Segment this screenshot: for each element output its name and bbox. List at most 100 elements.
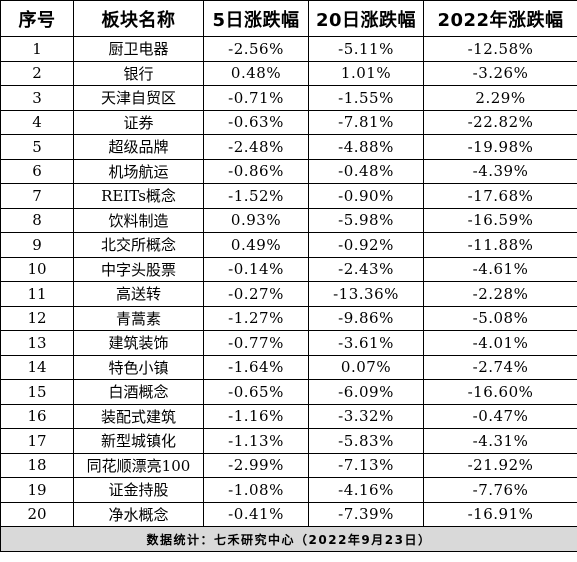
sector-name-cell: 特色小镇 — [73, 354, 204, 380]
sector-name-cell: 厨卫电器 — [73, 36, 204, 62]
change-5day-cell: -0.14% — [203, 256, 309, 282]
rank-cell: 19 — [0, 477, 74, 503]
rank-cell: 8 — [0, 207, 74, 233]
rank-cell: 17 — [0, 428, 74, 454]
rank-cell: 11 — [0, 281, 74, 307]
sector-name-cell: 高送转 — [73, 281, 204, 307]
change-2022-cell: -3.26% — [423, 60, 577, 86]
change-2022-cell: -21.92% — [423, 452, 577, 478]
change-20day-cell: -3.61% — [308, 330, 424, 356]
change-2022-cell: -0.47% — [423, 403, 577, 429]
change-20day-cell: -5.98% — [308, 207, 424, 233]
sector-name-cell: 超级品牌 — [73, 134, 204, 160]
table-row: 20 净水概念 -0.41% -7.39% -16.91% — [0, 501, 577, 527]
change-20day-cell: -3.32% — [308, 403, 424, 429]
table-row: 12 青蒿素 -1.27% -9.86% -5.08% — [0, 305, 577, 331]
change-2022-cell: -17.68% — [423, 183, 577, 209]
change-20day-cell: -2.43% — [308, 256, 424, 282]
table-row: 9 北交所概念 0.49% -0.92% -11.88% — [0, 232, 577, 258]
table-row: 5 超级品牌 -2.48% -4.88% -19.98% — [0, 134, 577, 160]
sector-name-cell: 净水概念 — [73, 501, 204, 527]
data-source-note: 数据统计：七禾研究中心（2022年9月23日） — [0, 526, 577, 552]
rank-cell: 9 — [0, 232, 74, 258]
sector-name-cell: 银行 — [73, 60, 204, 86]
header-sector-name: 板块名称 — [73, 0, 204, 37]
change-2022-cell: -16.91% — [423, 501, 577, 527]
sector-name-cell: 证金持股 — [73, 477, 204, 503]
table-row: 19 证金持股 -1.08% -4.16% -7.76% — [0, 477, 577, 503]
change-20day-cell: -4.16% — [308, 477, 424, 503]
table-row: 2 银行 0.48% 1.01% -3.26% — [0, 60, 577, 86]
sector-name-cell: 北交所概念 — [73, 232, 204, 258]
header-2022-change: 2022年涨跌幅 — [423, 0, 577, 37]
rank-cell: 20 — [0, 501, 74, 527]
table-row: 14 特色小镇 -1.64% 0.07% -2.74% — [0, 354, 577, 380]
header-rank: 序号 — [0, 0, 74, 37]
change-5day-cell: -0.71% — [203, 85, 309, 111]
rank-cell: 7 — [0, 183, 74, 209]
rank-cell: 14 — [0, 354, 74, 380]
change-5day-cell: 0.48% — [203, 60, 309, 86]
table-row: 10 中字头股票 -0.14% -2.43% -4.61% — [0, 256, 577, 282]
table-row: 13 建筑装饰 -0.77% -3.61% -4.01% — [0, 330, 577, 356]
change-5day-cell: -2.48% — [203, 134, 309, 160]
change-5day-cell: -0.27% — [203, 281, 309, 307]
rank-cell: 3 — [0, 85, 74, 111]
change-2022-cell: -22.82% — [423, 109, 577, 135]
footer-row: 数据统计：七禾研究中心（2022年9月23日） — [0, 526, 577, 552]
table-row: 3 天津自贸区 -0.71% -1.55% 2.29% — [0, 85, 577, 111]
sector-name-cell: 同花顺漂亮100 — [73, 452, 204, 478]
change-20day-cell: -9.86% — [308, 305, 424, 331]
change-2022-cell: -2.28% — [423, 281, 577, 307]
table-row: 11 高送转 -0.27% -13.36% -2.28% — [0, 281, 577, 307]
change-20day-cell: -6.09% — [308, 379, 424, 405]
rank-cell: 6 — [0, 158, 74, 184]
change-20day-cell: 1.01% — [308, 60, 424, 86]
change-5day-cell: -0.63% — [203, 109, 309, 135]
change-5day-cell: -2.99% — [203, 452, 309, 478]
change-20day-cell: -0.92% — [308, 232, 424, 258]
sector-name-cell: 白酒概念 — [73, 379, 204, 405]
rank-cell: 4 — [0, 109, 74, 135]
change-20day-cell: -5.11% — [308, 36, 424, 62]
change-5day-cell: -1.13% — [203, 428, 309, 454]
change-5day-cell: -1.52% — [203, 183, 309, 209]
rank-cell: 18 — [0, 452, 74, 478]
change-2022-cell: 2.29% — [423, 85, 577, 111]
sector-name-cell: 中字头股票 — [73, 256, 204, 282]
rank-cell: 12 — [0, 305, 74, 331]
change-5day-cell: 0.93% — [203, 207, 309, 233]
change-5day-cell: -1.08% — [203, 477, 309, 503]
change-2022-cell: -12.58% — [423, 36, 577, 62]
sector-name-cell: 机场航运 — [73, 158, 204, 184]
sector-name-cell: REITs概念 — [73, 183, 204, 209]
rank-cell: 13 — [0, 330, 74, 356]
rank-cell: 1 — [0, 36, 74, 62]
sector-name-cell: 建筑装饰 — [73, 330, 204, 356]
change-2022-cell: -16.59% — [423, 207, 577, 233]
change-5day-cell: -0.65% — [203, 379, 309, 405]
change-2022-cell: -2.74% — [423, 354, 577, 380]
change-2022-cell: -16.60% — [423, 379, 577, 405]
change-2022-cell: -5.08% — [423, 305, 577, 331]
sector-name-cell: 装配式建筑 — [73, 403, 204, 429]
table-row: 1 厨卫电器 -2.56% -5.11% -12.58% — [0, 36, 577, 62]
change-2022-cell: -4.61% — [423, 256, 577, 282]
change-20day-cell: -7.39% — [308, 501, 424, 527]
table-body: 1 厨卫电器 -2.56% -5.11% -12.58% 2 银行 0.48% 1.01% -3.… — [0, 36, 577, 527]
table-row: 6 机场航运 -0.86% -0.48% -4.39% — [0, 158, 577, 184]
rank-cell: 5 — [0, 134, 74, 160]
sector-name-cell: 饮料制造 — [73, 207, 204, 233]
change-20day-cell: -7.81% — [308, 109, 424, 135]
rank-cell: 10 — [0, 256, 74, 282]
change-20day-cell: -7.13% — [308, 452, 424, 478]
sector-name-cell: 新型城镇化 — [73, 428, 204, 454]
table-row: 16 装配式建筑 -1.16% -3.32% -0.47% — [0, 403, 577, 429]
change-5day-cell: -1.16% — [203, 403, 309, 429]
sector-name-cell: 证券 — [73, 109, 204, 135]
change-20day-cell: -0.90% — [308, 183, 424, 209]
change-5day-cell: -1.27% — [203, 305, 309, 331]
change-20day-cell: -0.48% — [308, 158, 424, 184]
